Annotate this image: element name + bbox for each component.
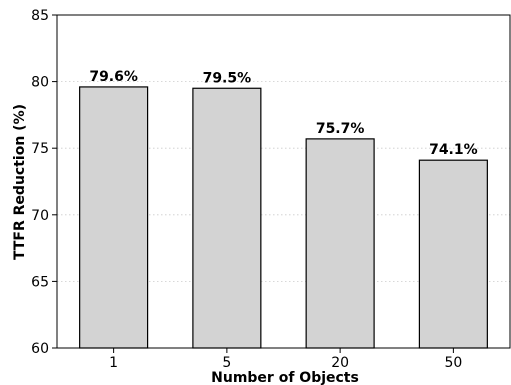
data-label: 79.6% — [89, 69, 138, 85]
y-tick-label: 75 — [31, 141, 49, 157]
bars — [79, 86, 488, 349]
y-tick-label: 65 — [31, 274, 49, 290]
x-tick-label: 5 — [222, 355, 231, 371]
y-tick-label: 85 — [31, 8, 49, 24]
x-axis-title: Number of Objects — [211, 370, 359, 385]
data-labels: 79.6% 79.5% 75.7% 74.1% — [89, 69, 477, 158]
data-label: 75.7% — [316, 121, 365, 137]
data-label: 79.5% — [203, 70, 252, 86]
y-tick-label: 70 — [31, 208, 49, 224]
ticks: 60 65 70 75 80 85 1 5 20 50 — [31, 8, 462, 371]
y-axis-title: TTFR Reduction (%) — [12, 104, 28, 260]
x-tick-label: 1 — [109, 355, 118, 371]
plot-frame — [56, 14, 511, 349]
bar — [192, 87, 262, 349]
bar — [305, 138, 375, 349]
data-label: 74.1% — [429, 142, 478, 158]
y-tick-label: 60 — [31, 341, 49, 357]
x-tick-label: 50 — [444, 355, 462, 371]
axes — [56, 14, 511, 349]
bar — [79, 86, 149, 349]
y-tick-label: 80 — [31, 75, 49, 91]
x-tick-label: 20 — [331, 355, 349, 371]
bar — [418, 159, 488, 349]
